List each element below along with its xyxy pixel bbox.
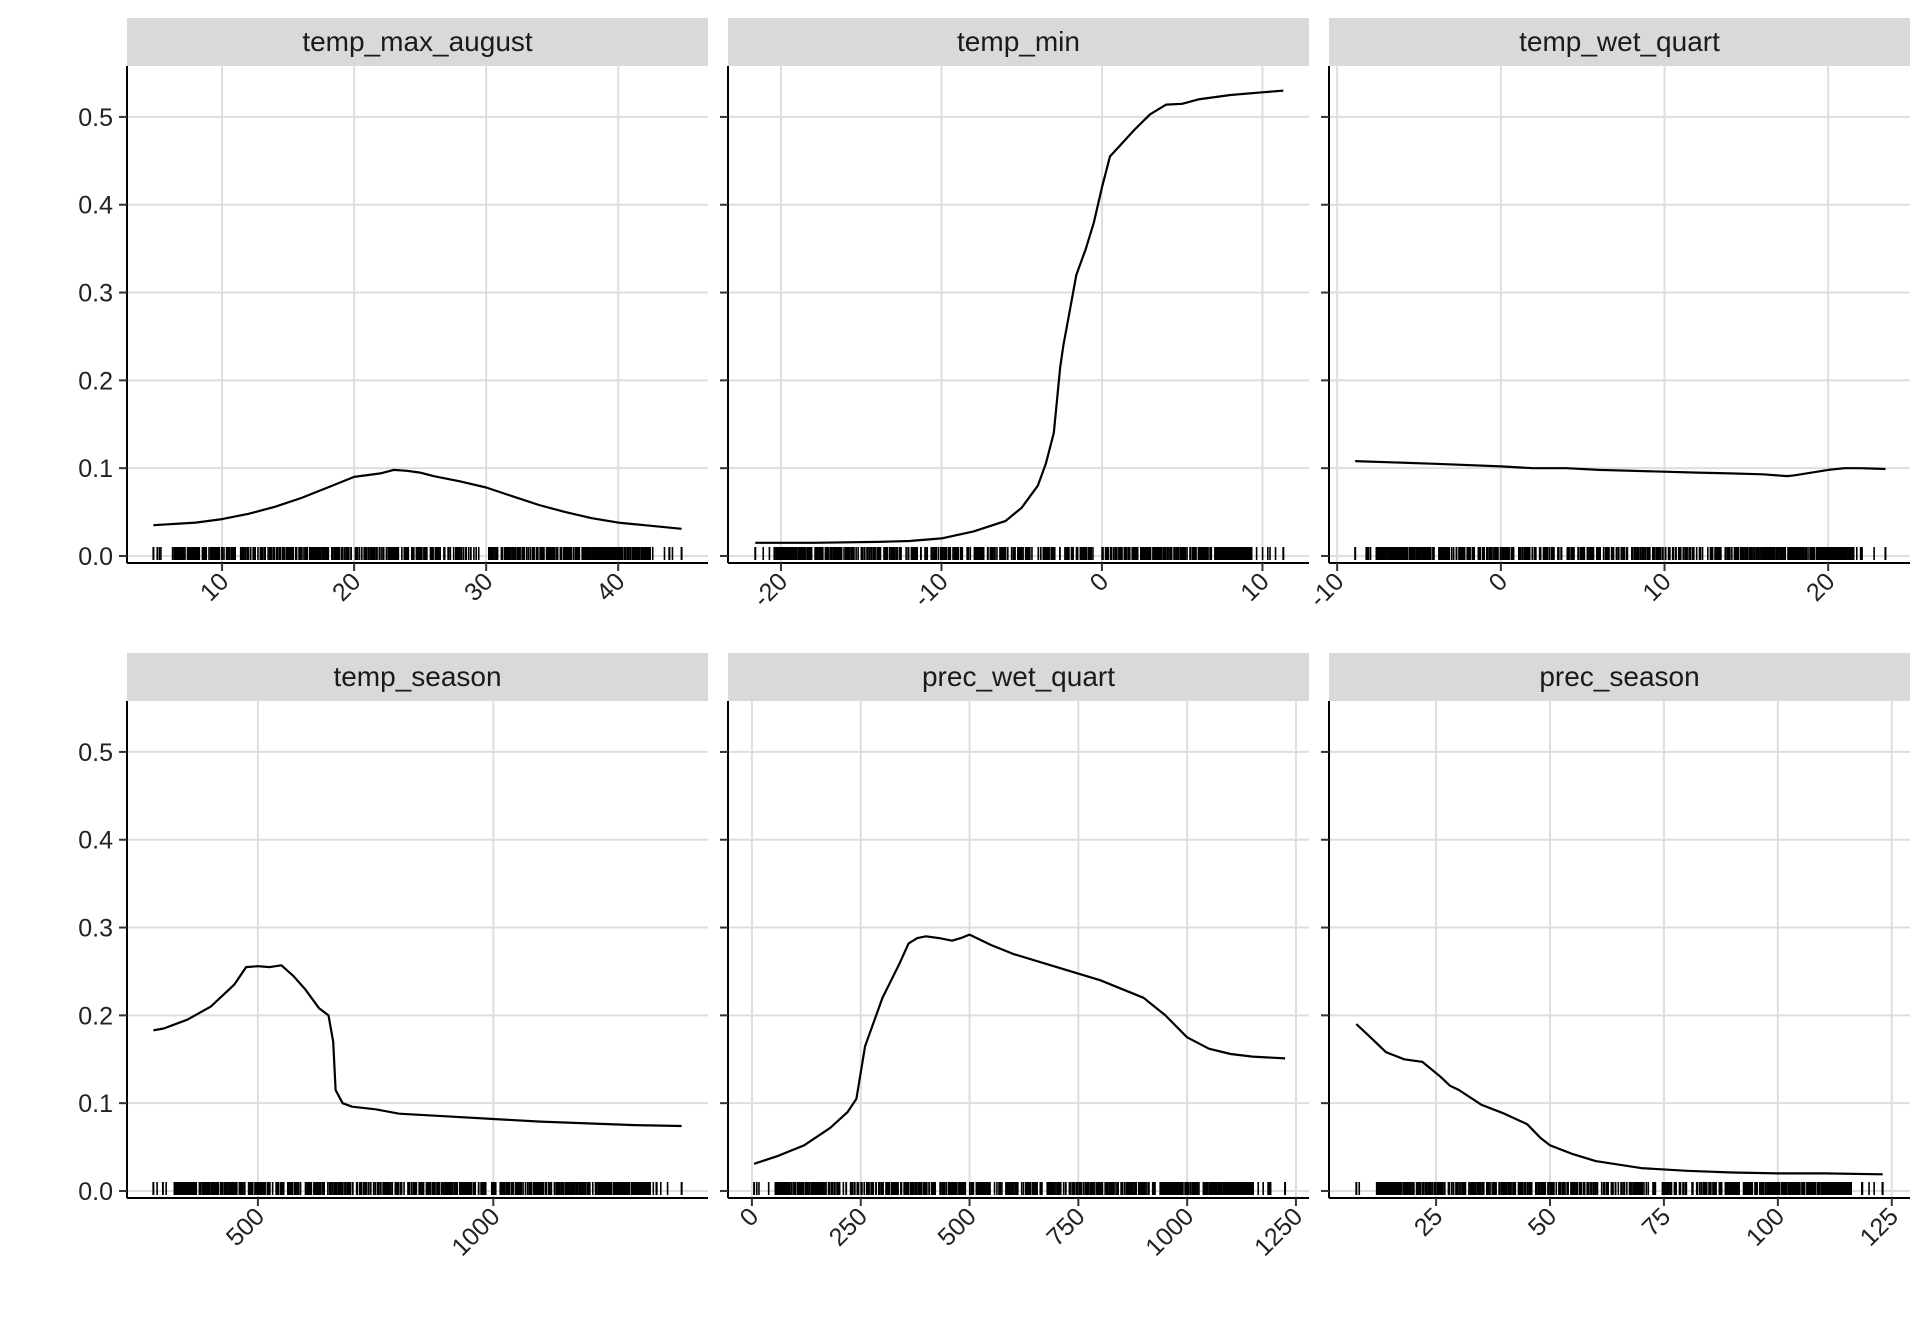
y-tick-label: 0.3 — [78, 915, 113, 943]
y-tick-label: 0.2 — [78, 1002, 113, 1030]
pdp-line — [1355, 460, 1886, 478]
facet-panel-prec_season: prec_season 25 50 75 100 125 — [1321, 653, 1910, 1252]
x-tick-label: 750 — [1041, 1202, 1090, 1251]
facet-strip — [127, 18, 708, 66]
x-tick-label: 75 — [1637, 1202, 1676, 1241]
y-tick-label: 0.2 — [78, 367, 113, 395]
x-tick-label: 125 — [1855, 1202, 1904, 1251]
rug-marks — [152, 547, 683, 560]
x-tick-label: 20 — [327, 567, 366, 606]
facet-strip — [127, 653, 708, 701]
x-tick-label: -10 — [1304, 567, 1349, 612]
x-tick-label: 0 — [735, 1202, 765, 1232]
rug-marks — [1355, 1182, 1884, 1195]
x-tick-label: -20 — [748, 567, 793, 612]
pdp-line — [753, 933, 1286, 1165]
y-tick-label: 0.4 — [78, 827, 113, 855]
x-tick-label: 10 — [195, 567, 234, 606]
x-tick-label: 10 — [1637, 567, 1676, 606]
x-tick-label: 500 — [932, 1202, 981, 1251]
rug-marks — [1354, 547, 1887, 560]
x-tick-label: 50 — [1523, 1202, 1562, 1241]
facet-panel-prec_wet_quart: prec_wet_quart 0 250 500 750 1000 1250 — [720, 653, 1309, 1262]
facet-strip — [1329, 18, 1910, 66]
facet-strip — [728, 653, 1309, 701]
pdp-line — [153, 468, 682, 530]
y-tick-label: 0.0 — [78, 1178, 113, 1206]
facet-panel-temp_min: temp_min -20 -10 0 10 — [720, 18, 1309, 613]
y-tick-label: 0.4 — [78, 192, 113, 220]
x-tick-label: 25 — [1409, 1202, 1448, 1241]
x-tick-label: 1000 — [1140, 1202, 1199, 1261]
rug-marks — [152, 1182, 683, 1195]
x-tick-label: 250 — [824, 1202, 873, 1251]
pdp-line — [153, 964, 682, 1128]
y-tick-label: 0.5 — [78, 739, 113, 767]
facet-strip — [728, 18, 1309, 66]
x-tick-label: 20 — [1801, 567, 1840, 606]
x-tick-label: 10 — [1235, 567, 1274, 606]
y-tick-label: 0.5 — [78, 104, 113, 132]
x-tick-label: 500 — [221, 1202, 270, 1251]
facet-strip — [1329, 653, 1910, 701]
x-tick-label: 1000 — [446, 1202, 505, 1261]
facet-panel-temp_wet_quart: temp_wet_quart -10 0 10 20 — [1304, 18, 1910, 613]
x-tick-label: 30 — [459, 567, 498, 606]
x-tick-label: 0 — [1483, 567, 1513, 597]
rug-marks — [754, 547, 1285, 560]
facet-strip-label: temp_season — [333, 661, 501, 692]
y-tick-label: 0.1 — [78, 1090, 113, 1118]
facet-panel-temp_max_august: temp_max_august 0.0 0.1 0.2 0.3 0.4 0.5 10 20 30 4… — [78, 18, 708, 607]
x-tick-label: 40 — [591, 567, 630, 606]
x-tick-label: 100 — [1741, 1202, 1790, 1251]
x-tick-label: -10 — [908, 567, 953, 612]
rug-marks — [753, 1182, 1287, 1195]
facet-panel-temp_season: temp_season 0.0 0.1 0.2 0.3 0.4 0.5 500 1000 — [78, 653, 708, 1262]
facet-strip-label: prec_wet_quart — [922, 661, 1115, 692]
facet-strip-label: prec_season — [1539, 661, 1699, 692]
facet-strip-label: temp_min — [957, 26, 1080, 57]
x-tick-label: 1250 — [1249, 1202, 1308, 1261]
y-tick-label: 0.1 — [78, 455, 113, 483]
pdp-line — [755, 89, 1284, 544]
y-tick-label: 0.3 — [78, 280, 113, 308]
x-tick-label: 0 — [1085, 567, 1115, 597]
pdp-line — [1355, 1023, 1883, 1176]
y-tick-label: 0.0 — [78, 543, 113, 571]
facet-strip-label: temp_wet_quart — [1519, 26, 1720, 57]
facet-strip-label: temp_max_august — [302, 26, 533, 57]
